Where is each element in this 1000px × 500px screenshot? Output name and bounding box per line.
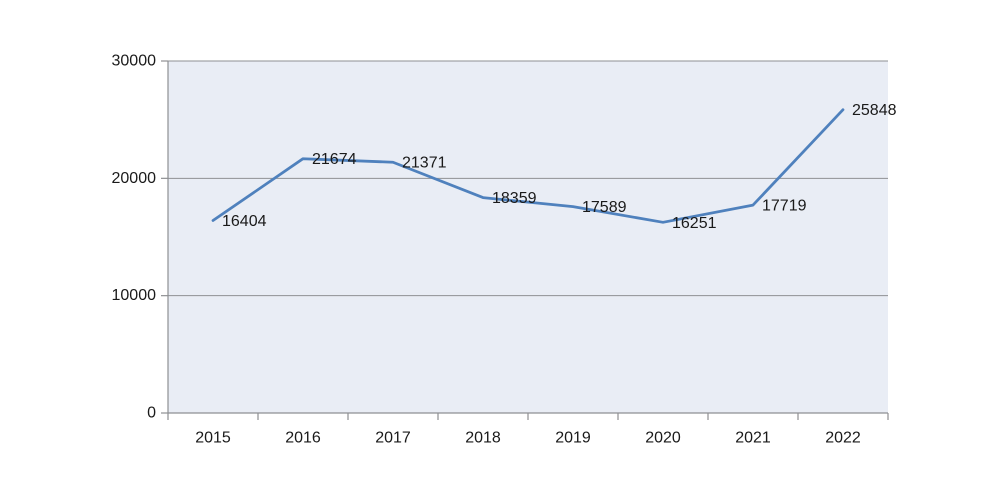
y-axis-tick-label: 0 [147,405,156,422]
y-axis-tick-label: 30000 [112,53,157,70]
data-label: 21674 [312,151,357,168]
x-axis-tick-label: 2015 [195,430,231,447]
data-label: 16251 [672,215,717,232]
x-axis-tick-label: 2022 [825,430,861,447]
x-axis-tick-label: 2018 [465,430,501,447]
x-axis-tick-label: 2016 [285,430,321,447]
x-axis-tick-label: 2021 [735,430,771,447]
plot-area-bg [168,61,888,413]
data-label: 17719 [762,198,807,215]
data-label: 21371 [402,155,447,172]
series-line [211,108,845,224]
data-label: 16404 [222,213,267,230]
x-axis-tick-label: 2017 [375,430,411,447]
x-axis-tick-label: 2019 [555,430,591,447]
data-label: 17589 [582,199,627,216]
y-axis-tick-label: 10000 [112,287,157,304]
data-label: 18359 [492,190,537,207]
data-label: 25848 [852,102,897,119]
y-axis-tick-label: 20000 [112,170,157,187]
x-axis-tick-label: 2020 [645,430,681,447]
